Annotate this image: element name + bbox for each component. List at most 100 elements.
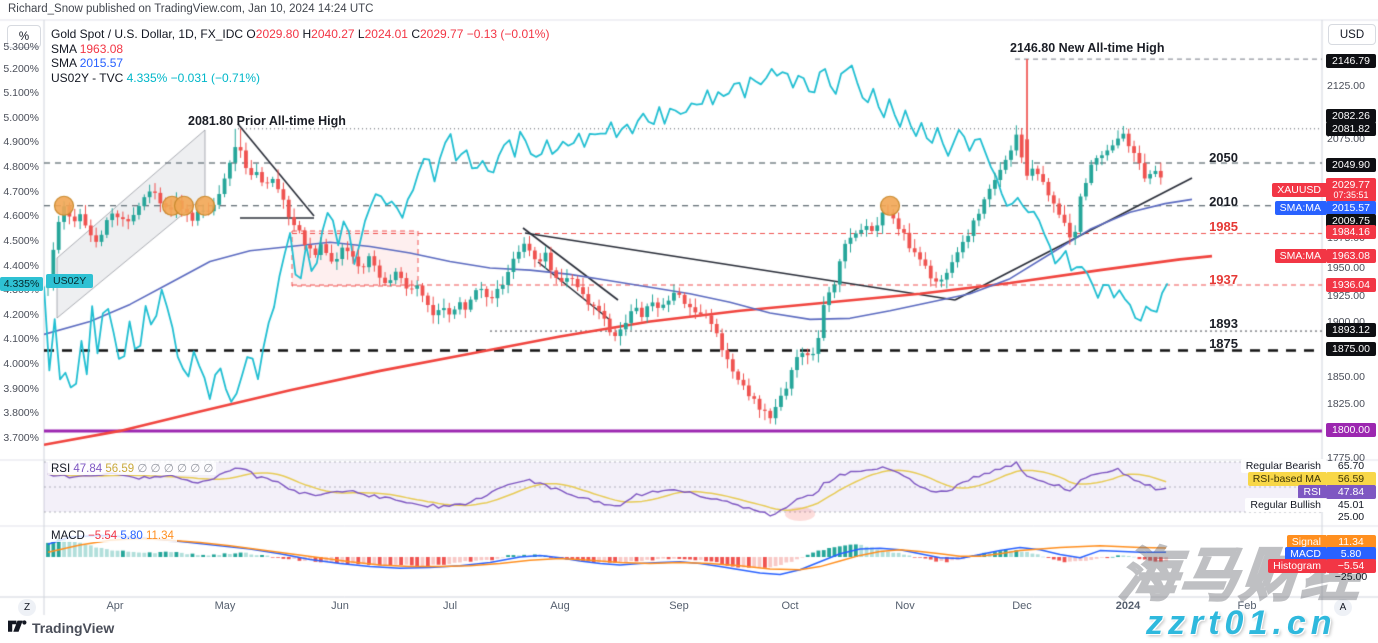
price-axis-label: 1893.12 xyxy=(1326,323,1376,337)
level-text-1985: 1985 xyxy=(1209,219,1238,234)
rsi-legend[interactable]: RSI 47.84 56.59 ∅ ∅ ∅ ∅ ∅ ∅ xyxy=(48,461,217,475)
time-axis-month-Jun[interactable]: Jun xyxy=(331,600,349,612)
macd-axis-label: Histogram −5.54 xyxy=(1268,559,1376,573)
annotation-new-ath[interactable]: 2146.80 New All-time High xyxy=(1010,41,1165,55)
left-axis-tick: 5.300% xyxy=(3,41,39,53)
price-axis-label-value: 2081.82 xyxy=(1326,122,1376,136)
level-text-1875: 1875 xyxy=(1209,336,1238,351)
price-axis-label-value: 1800.00 xyxy=(1326,423,1376,437)
macd-axis-label: −25.00 xyxy=(1326,570,1376,584)
left-axis-tick: 4.200% xyxy=(3,309,39,321)
time-axis-month-Apr[interactable]: Apr xyxy=(106,600,124,612)
symbol-title-row[interactable]: Gold Spot / U.S. Dollar, 1D, FX_IDC O202… xyxy=(48,27,553,42)
sma-fast-legend[interactable]: SMA 2015.57 xyxy=(48,56,127,71)
symbol-legend: Gold Spot / U.S. Dollar, 1D, FX_IDC O202… xyxy=(48,27,553,85)
rsi-axis-label-name: RSI-based MA xyxy=(1247,472,1326,486)
time-axis-month-Aug[interactable]: Aug xyxy=(550,600,570,612)
rsi-axis-label-value: 45.01 xyxy=(1337,499,1365,511)
macd-signal-value: 11.34 xyxy=(145,530,174,542)
us02y-symbol-tag: US02Y xyxy=(46,274,94,288)
left-axis-tick: 5.100% xyxy=(3,87,39,99)
time-axis-month-Feb[interactable]: Feb xyxy=(1237,600,1257,612)
time-axis-month-Sep[interactable]: Sep xyxy=(669,600,689,612)
left-axis-tick: 4.700% xyxy=(3,186,39,198)
macd-axis-label-value: −5.54 xyxy=(1326,559,1376,573)
price-axis-label: 2049.90 xyxy=(1326,158,1376,172)
rsi-axis-label-name: Regular Bearish xyxy=(1240,459,1326,473)
price-axis-label: 2081.82 xyxy=(1326,122,1376,136)
macd-axis-label-value: −25.00 xyxy=(1334,571,1368,583)
time-axis-month-Jul[interactable]: Jul xyxy=(442,600,458,612)
ohlc-open: O2029.80 xyxy=(246,27,300,41)
auto-scale-button[interactable]: A xyxy=(1334,599,1352,616)
left-axis-tick: 5.000% xyxy=(3,112,39,124)
right-axis-tick: 1950.00 xyxy=(1327,262,1365,274)
rsi-axis-label-value: 56.59 xyxy=(1326,472,1376,486)
rsi-axis-label-value: 65.70 xyxy=(1337,460,1365,472)
time-axis-month-Dec[interactable]: Dec xyxy=(1012,600,1032,612)
tradingview-logo-icon xyxy=(8,620,27,632)
left-axis-tick: 4.000% xyxy=(3,358,39,370)
time-axis-month-Nov[interactable]: Nov xyxy=(895,600,915,612)
us02y-current-value-tag: 4.335% xyxy=(0,277,43,291)
price-axis-label-name: SMA:MA xyxy=(1274,249,1326,263)
right-axis-tick: 1775.00 xyxy=(1327,452,1365,464)
right-axis-tick: 1850.00 xyxy=(1327,371,1365,383)
time-axis-month-2024[interactable]: 2024 xyxy=(1115,600,1141,612)
right-axis-tick: 1825.00 xyxy=(1327,398,1365,410)
left-axis-tick: 4.500% xyxy=(3,235,39,247)
price-axis-label: SMA:MA 2015.57 xyxy=(1274,201,1376,215)
price-axis-label-value: 2049.90 xyxy=(1326,158,1376,172)
rsi-axis-label-value: 47.84 xyxy=(1326,485,1376,499)
price-axis-label-value: 2009.75 xyxy=(1326,214,1376,228)
macd-axis-label-name: MACD xyxy=(1285,547,1326,561)
rsi-axis-label: Regular Bearish 65.70 xyxy=(1240,459,1376,473)
macd-hist-value: −5.54 xyxy=(88,530,118,542)
time-axis-month-Oct[interactable]: Oct xyxy=(781,600,799,612)
level-text-1893: 1893 xyxy=(1209,316,1238,331)
ohlc-low: L2024.01 xyxy=(357,27,408,41)
price-axis-label-value: 1875.00 xyxy=(1326,342,1376,356)
left-axis-tick: 5.200% xyxy=(3,63,39,75)
time-axis-month-May[interactable]: May xyxy=(214,600,236,612)
macd-legend[interactable]: MACD −5.54 5.80 11.34 xyxy=(48,530,177,542)
price-axis-label-value: 2146.79 xyxy=(1326,54,1376,68)
level-text-2010: 2010 xyxy=(1209,194,1238,209)
annotation-prior-ath[interactable]: 2081.80 Prior All-time High xyxy=(188,114,346,128)
left-axis-tick: 3.900% xyxy=(3,383,39,395)
right-axis-tick: 2125.00 xyxy=(1327,80,1365,92)
right-axis-tick: 1925.00 xyxy=(1327,290,1365,302)
rsi-axis-label: Regular Bullish 45.01 xyxy=(1245,498,1376,512)
macd-axis-label-name: Signal xyxy=(1286,535,1326,549)
macd-axis-label-name: Histogram xyxy=(1268,559,1326,573)
percent-scale-button[interactable]: % xyxy=(7,25,41,48)
tradingview-logo-text: TradingView xyxy=(32,620,115,636)
left-axis-tick: 4.800% xyxy=(3,161,39,173)
price-axis-label-value: 1963.08 xyxy=(1326,249,1376,263)
change-value: −0.13 (−0.01%) xyxy=(466,27,550,41)
price-axis-label: 2146.79 xyxy=(1326,54,1376,68)
tradingview-logo[interactable]: TradingView xyxy=(8,620,114,636)
price-axis-label: 2082.26 xyxy=(1326,109,1376,123)
left-axis-tick: 4.900% xyxy=(3,136,39,148)
price-axis-label: SMA:MA 1963.08 xyxy=(1274,249,1376,263)
rsi-value: 47.84 xyxy=(73,463,103,475)
sma-slow-legend[interactable]: SMA 1963.08 xyxy=(48,41,127,56)
ohlc-high: H2040.27 xyxy=(302,27,355,41)
left-axis-tick: 4.600% xyxy=(3,210,39,222)
us02y-legend[interactable]: US02Y - TVC 4.335% −0.031 (−0.71%) xyxy=(48,70,264,85)
currency-button[interactable]: USD xyxy=(1328,24,1376,45)
price-axis-label-value: 1893.12 xyxy=(1326,323,1376,337)
timezone-button[interactable]: Z xyxy=(18,599,36,616)
watermark-site-url: zzrt01.cn xyxy=(1146,604,1337,642)
price-axis-label-name: XAUUSD xyxy=(1272,183,1326,197)
price-axis-label: 1875.00 xyxy=(1326,342,1376,356)
byline: Richard_Snow published on TradingView.co… xyxy=(8,3,374,15)
right-axis-tick: 2075.00 xyxy=(1327,133,1365,145)
left-axis-tick: 3.700% xyxy=(3,432,39,444)
price-axis-label-value: 2082.26 xyxy=(1326,109,1376,123)
macd-axis-label-value: 5.80 xyxy=(1326,547,1376,561)
macd-axis-label: Signal 11.34 xyxy=(1286,535,1376,549)
